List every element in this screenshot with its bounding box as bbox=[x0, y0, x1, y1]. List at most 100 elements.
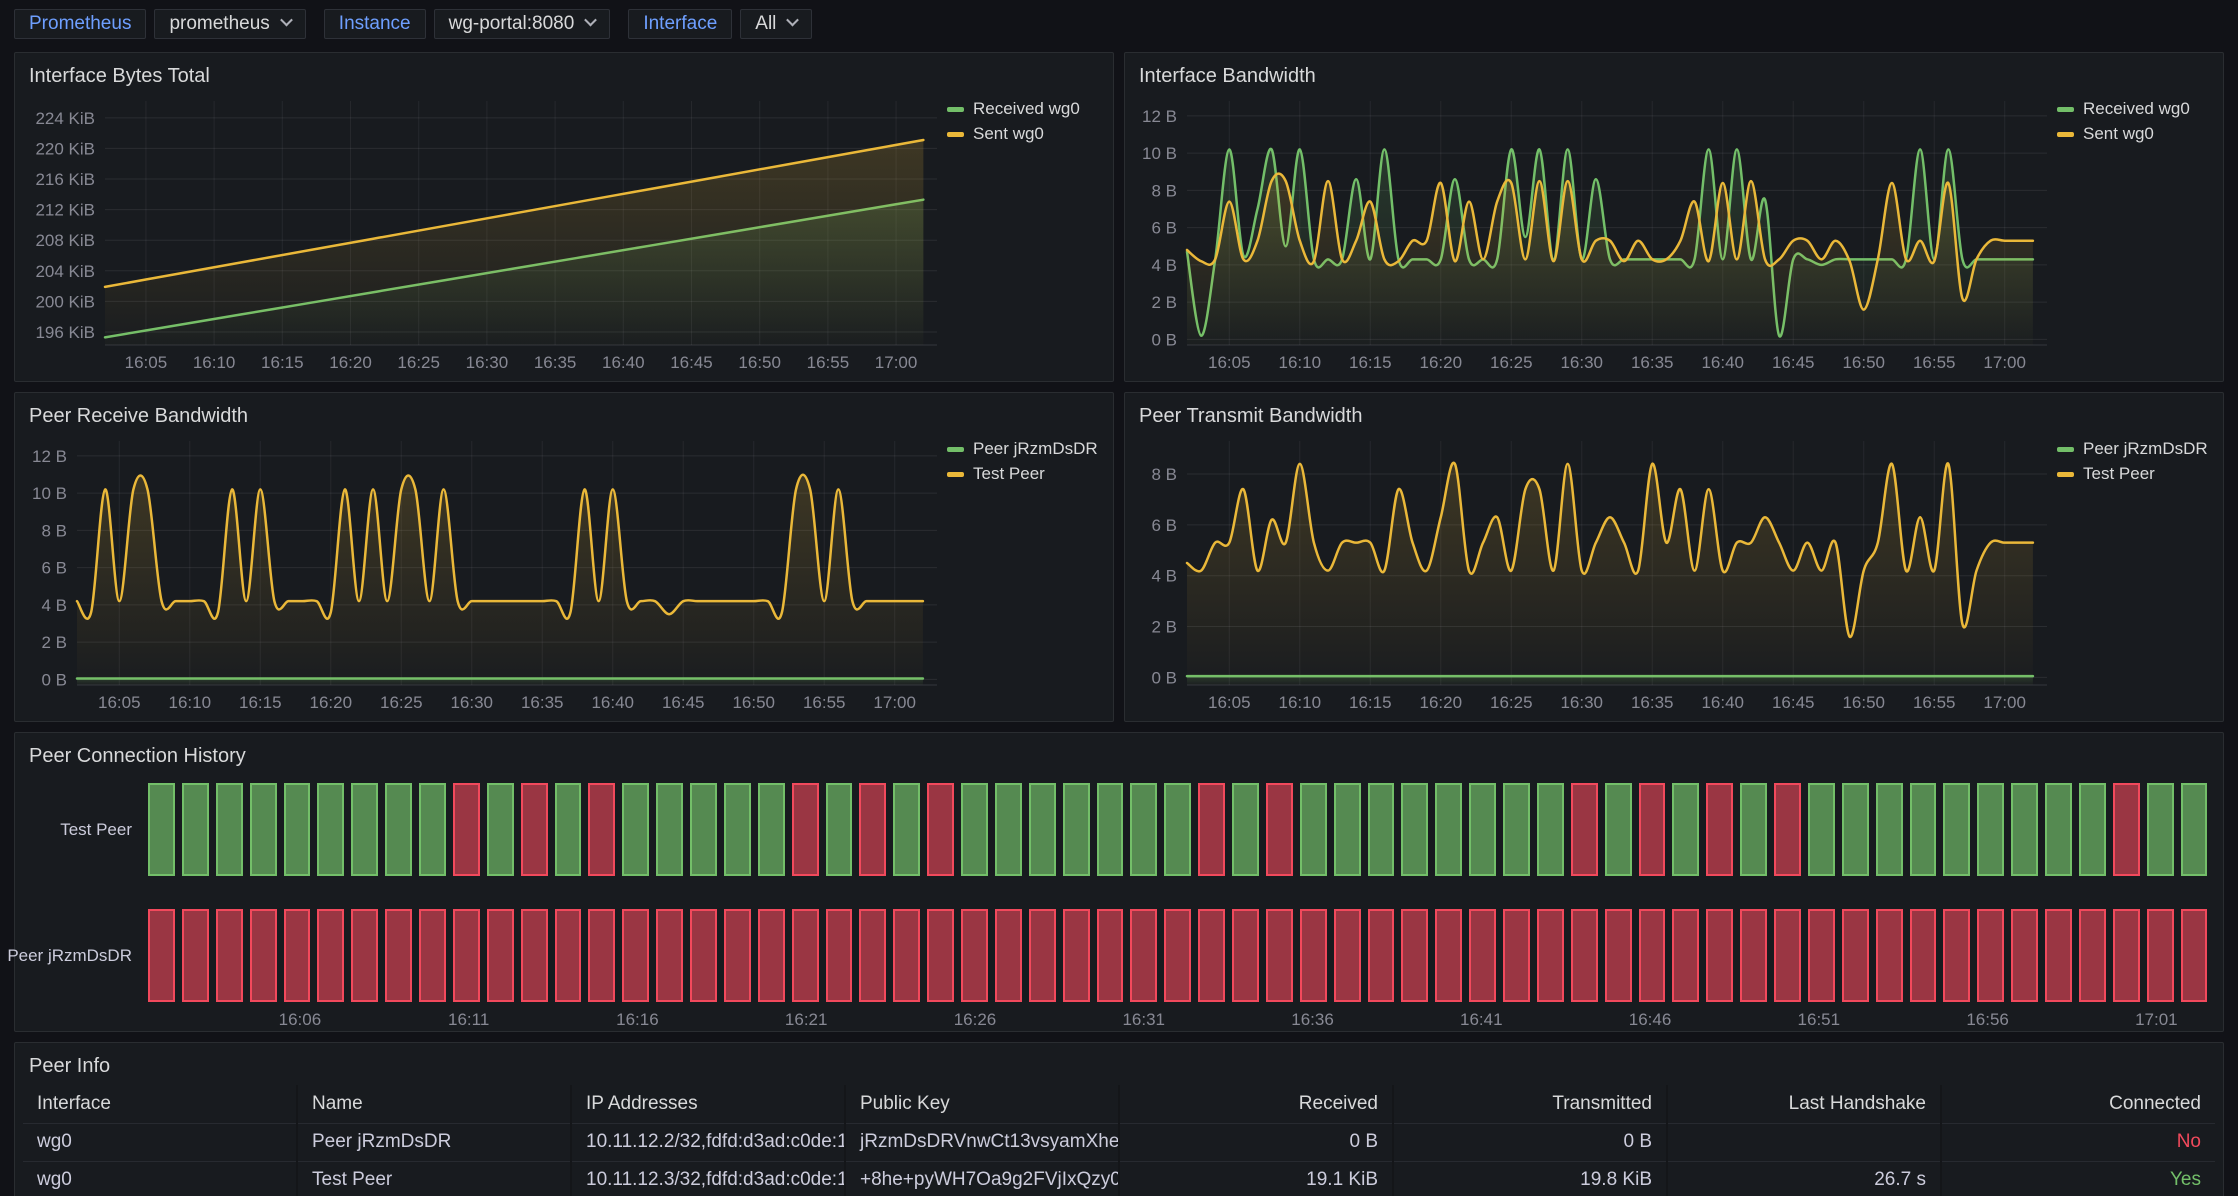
table-cell: Peer jRzmDsDR bbox=[297, 1122, 572, 1161]
svg-text:16:05: 16:05 bbox=[1208, 693, 1251, 712]
state-disconnected-bar bbox=[1740, 909, 1767, 1002]
svg-text:16:35: 16:35 bbox=[521, 693, 564, 712]
svg-text:16:55: 16:55 bbox=[1913, 693, 1956, 712]
column-header-connected[interactable]: Connected bbox=[2109, 1092, 2201, 1114]
state-disconnected-bar bbox=[1198, 909, 1225, 1002]
state-disconnected-bar bbox=[181, 909, 209, 1002]
state-disconnected-bar bbox=[1028, 909, 1056, 1002]
state-disconnected-bar bbox=[1841, 909, 1869, 1002]
column-header-last-handshake[interactable]: Last Handshake bbox=[1667, 1085, 1942, 1123]
svg-text:16:40: 16:40 bbox=[1701, 693, 1744, 712]
legend-item[interactable]: Test Peer bbox=[947, 464, 1105, 484]
state-disconnected-bar bbox=[317, 909, 345, 1002]
legend-item[interactable]: Sent wg0 bbox=[2057, 124, 2215, 144]
column-header-interface[interactable]: Interface bbox=[23, 1085, 298, 1123]
x-axis-tick-label: 16:46 bbox=[1628, 1010, 1672, 1029]
legend-item[interactable]: Test Peer bbox=[2057, 464, 2215, 484]
svg-text:212 KiB: 212 KiB bbox=[35, 201, 95, 220]
state-connected-bar bbox=[1164, 783, 1192, 876]
svg-text:16:50: 16:50 bbox=[732, 693, 775, 712]
state-disconnected-bar bbox=[2112, 909, 2140, 1002]
table-cell: 0 B bbox=[1119, 1122, 1394, 1161]
svg-text:16:25: 16:25 bbox=[380, 693, 423, 712]
legend-item[interactable]: Sent wg0 bbox=[947, 124, 1105, 144]
state-disconnected-bar bbox=[1943, 909, 1971, 1002]
state-connected-bar bbox=[893, 783, 921, 876]
svg-text:6 B: 6 B bbox=[1151, 516, 1177, 535]
column-header-public-key[interactable]: Public Key bbox=[845, 1085, 1120, 1123]
table-cell: jRzmDsDRVnwCt13vsyamXherk9L9RhRe bbox=[845, 1122, 1120, 1161]
svg-text:16:05: 16:05 bbox=[1208, 353, 1251, 372]
state-connected-bar bbox=[1062, 783, 1090, 876]
peer-info-table: Interface Name IP Addresses Public Key Recei… bbox=[23, 1085, 2215, 1196]
series-color-swatch bbox=[2057, 446, 2074, 452]
svg-text:16:10: 16:10 bbox=[169, 693, 212, 712]
svg-text:16:45: 16:45 bbox=[670, 353, 713, 372]
svg-text:17:00: 17:00 bbox=[873, 693, 916, 712]
svg-text:16:40: 16:40 bbox=[591, 693, 634, 712]
state-connected-bar bbox=[723, 783, 751, 876]
svg-text:2 B: 2 B bbox=[41, 633, 67, 652]
state-disconnected-bar bbox=[1333, 909, 1361, 1002]
state-disconnected-bar bbox=[1875, 909, 1903, 1002]
svg-text:17:00: 17:00 bbox=[1983, 693, 2026, 712]
state-connected-bar bbox=[1333, 783, 1361, 876]
legend-label: Peer jRzmDsDR bbox=[973, 439, 1098, 458]
svg-text:4 B: 4 B bbox=[1151, 567, 1177, 586]
timeline-row-label: Peer jRzmDsDR bbox=[7, 945, 132, 965]
line-chart-svg: 196 KiB 200 KiB 204 KiB 208 KiB 212 KiB 216 K… bbox=[35, 101, 937, 372]
svg-text:224 KiB: 224 KiB bbox=[35, 109, 95, 128]
svg-text:16:15: 16:15 bbox=[1349, 693, 1392, 712]
column-header-ip-addresses[interactable]: IP Addresses bbox=[571, 1085, 846, 1123]
state-connected-bar bbox=[1469, 783, 1496, 876]
state-disconnected-bar bbox=[859, 909, 887, 1002]
legend-label: Peer jRzmDsDR bbox=[2083, 439, 2208, 458]
column-header-received[interactable]: Received bbox=[1119, 1085, 1394, 1123]
variable-select-instance[interactable]: wg-portal:8080 bbox=[433, 9, 611, 39]
panel-peer-receive-bandwidth: Peer Receive Bandwidth 0 B 2 B 4 B 6 B 8 B 10… bbox=[14, 392, 1114, 722]
state-disconnected-bar bbox=[1164, 909, 1192, 1002]
legend-item[interactable]: Peer jRzmDsDR bbox=[947, 439, 1105, 459]
state-connected-bar bbox=[2078, 783, 2106, 876]
legend: Peer jRzmDsDR Test Peer bbox=[2057, 439, 2215, 484]
svg-text:17:00: 17:00 bbox=[1983, 353, 2026, 372]
state-connected-bar bbox=[215, 783, 243, 876]
legend-label: Sent wg0 bbox=[973, 124, 1044, 143]
panel-title[interactable]: Peer Info bbox=[29, 1055, 111, 1077]
svg-text:16:20: 16:20 bbox=[1419, 693, 1462, 712]
state-connected-bar bbox=[283, 783, 311, 876]
table-cell: 19.8 KiB bbox=[1393, 1160, 1668, 1196]
state-disconnected-bar bbox=[622, 909, 650, 1002]
table-cell: wg0 bbox=[23, 1160, 298, 1196]
panel-title[interactable]: Peer Receive Bandwidth bbox=[29, 405, 249, 427]
timeline-row-label: Test Peer bbox=[60, 819, 132, 839]
table-cell: 10.11.12.3/32,fdfd:d3ad:c0de:1234::2/128 bbox=[571, 1160, 846, 1196]
column-header-transmitted[interactable]: Transmitted bbox=[1393, 1085, 1668, 1123]
legend: Peer jRzmDsDR Test Peer bbox=[947, 439, 1105, 484]
svg-text:16:15: 16:15 bbox=[1349, 353, 1392, 372]
variable-value: All bbox=[755, 13, 777, 34]
table-header-row: Interface Name IP Addresses Public Key Recei… bbox=[23, 1085, 2215, 1123]
dashboard-variables-toolbar: Prometheus prometheus Instance wg-portal… bbox=[14, 8, 2224, 40]
column-header-name[interactable]: Name bbox=[297, 1085, 572, 1123]
state-connected-bar bbox=[2045, 783, 2072, 876]
panel-title[interactable]: Interface Bytes Total bbox=[29, 65, 210, 87]
variable-select-interface[interactable]: All bbox=[740, 9, 813, 39]
state-connected-bar bbox=[2146, 783, 2174, 876]
variable-value: wg-portal:8080 bbox=[448, 13, 575, 34]
panel-peer-connection-history: Peer Connection History Test Peer Peer jR… bbox=[7, 732, 2224, 1032]
svg-text:0 B: 0 B bbox=[41, 670, 67, 689]
variable-select-prometheus[interactable]: prometheus bbox=[154, 9, 306, 39]
line-chart: 0 B 2 B 4 B 6 B 8 B 10 B 12 B 16:05 16:10 16:15 16… bbox=[1133, 91, 2053, 375]
legend-item[interactable]: Received wg0 bbox=[2057, 99, 2215, 119]
series-color-swatch bbox=[2057, 106, 2074, 112]
state-connected-bar bbox=[690, 783, 717, 876]
panel-title[interactable]: Interface Bandwidth bbox=[1139, 65, 1316, 87]
legend-item[interactable]: Received wg0 bbox=[947, 99, 1105, 119]
table-cell: 0 B bbox=[1393, 1122, 1668, 1161]
panel-title[interactable]: Peer Transmit Bandwidth bbox=[1139, 405, 1363, 427]
panel-title[interactable]: Peer Connection History bbox=[29, 745, 246, 767]
variable-interface: Interface All bbox=[628, 9, 813, 39]
state-connected-bar bbox=[1299, 783, 1327, 876]
legend-item[interactable]: Peer jRzmDsDR bbox=[2057, 439, 2215, 459]
